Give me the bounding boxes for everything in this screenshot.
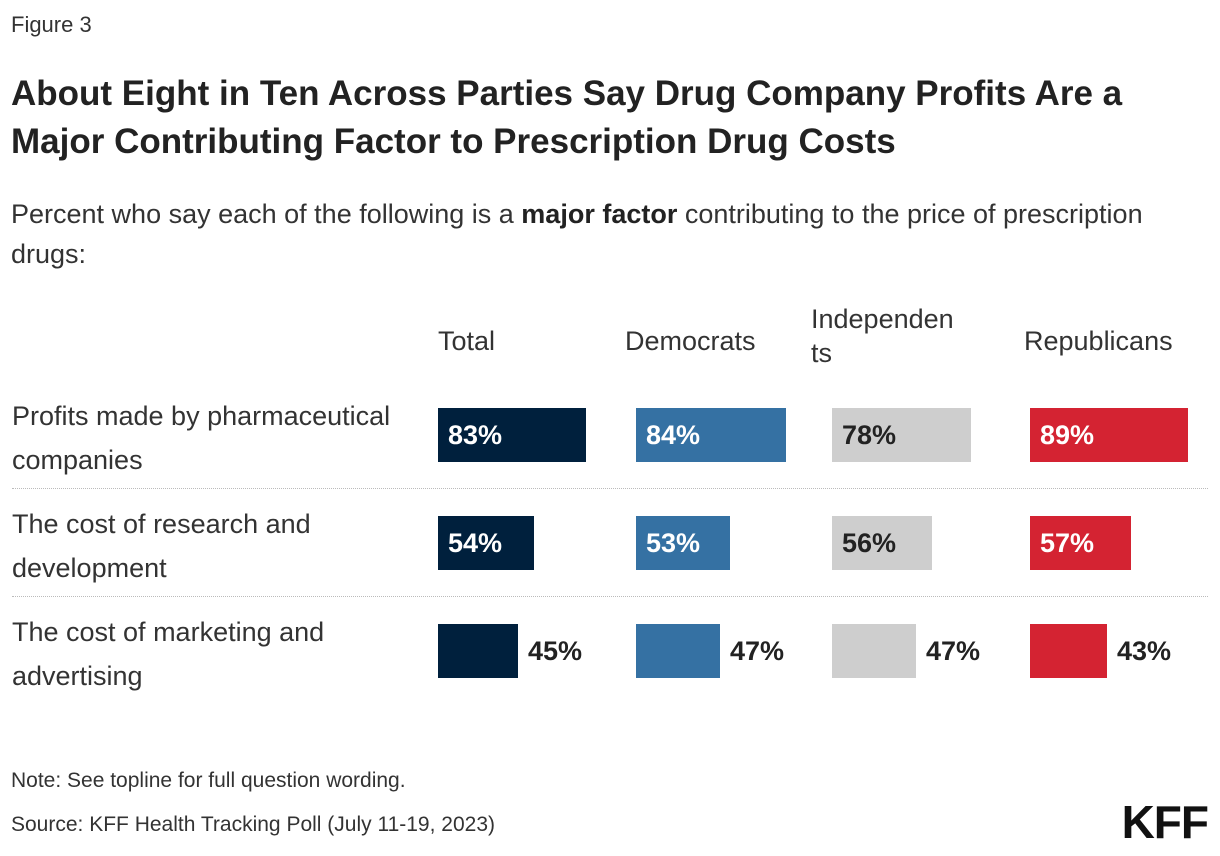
value-label-republicans-3: 43% — [1117, 636, 1172, 666]
value-label-independents-3: 47% — [926, 636, 981, 666]
bar-republicans-3 — [1030, 624, 1107, 678]
bar-independents-3 — [832, 624, 916, 678]
row-label-the-cost-of-research-and-development: The cost of research and development — [12, 509, 311, 583]
bar-democrats-1 — [636, 408, 786, 462]
row-label-the-cost-of-marketing-and-advertising: The cost of marketing and advertising — [12, 617, 325, 691]
figure-label: Figure 3 — [11, 12, 92, 37]
subtitle-text-before: Percent who say each of the following is… — [11, 199, 522, 229]
value-label-independents-2: 56% — [842, 528, 897, 558]
column-header-independents: Independen ts — [811, 302, 1001, 370]
value-label-total-3: 45% — [528, 636, 583, 666]
subtitle-text-bold: major factor — [521, 199, 678, 229]
bar-republicans-1 — [1030, 408, 1188, 462]
column-header-democrats: Democrats — [625, 326, 756, 356]
bar-independents-1 — [832, 408, 971, 462]
value-label-democrats-1: 84% — [646, 420, 701, 450]
value-label-democrats-3: 47% — [730, 636, 785, 666]
bar-total-1 — [438, 408, 586, 462]
value-label-democrats-2: 53% — [646, 528, 701, 558]
value-label-republicans-1: 89% — [1040, 420, 1095, 450]
chart-note: Note: See topline for full question word… — [11, 769, 406, 792]
row-label-profits-made-by-pharmaceutical-companies: Profits made by pharmaceutical companies — [12, 401, 391, 475]
column-header-line: Independen — [811, 304, 954, 334]
bar-independents-2 — [832, 516, 932, 570]
value-label-independents-1: 78% — [842, 420, 897, 450]
bar-total-2 — [438, 516, 534, 570]
chart-title: About Eight in Ten Across Parties Say Dr… — [11, 74, 1123, 161]
bar-democrats-2 — [636, 516, 730, 570]
value-label-total-1: 83% — [448, 420, 503, 450]
bar-total-3 — [438, 624, 518, 678]
column-header-total: Total — [438, 326, 496, 356]
bar-republicans-2 — [1030, 516, 1131, 570]
column-header-line: ts — [811, 338, 833, 368]
row-divider — [12, 596, 1208, 597]
chart-source: Source: KFF Health Tracking Poll (July 1… — [11, 813, 495, 836]
subtitle-text-after: contributing to the price of prescriptio… — [11, 199, 1143, 269]
row-divider — [12, 488, 1208, 489]
value-label-republicans-2: 57% — [1040, 528, 1095, 558]
kff-logo: KFF — [1121, 796, 1209, 848]
column-header-republicans: Republicans — [1024, 326, 1173, 356]
chart-subtitle: Percent who say each of the following is… — [11, 194, 1206, 274]
bar-democrats-3 — [636, 624, 720, 678]
value-label-total-2: 54% — [448, 528, 503, 558]
